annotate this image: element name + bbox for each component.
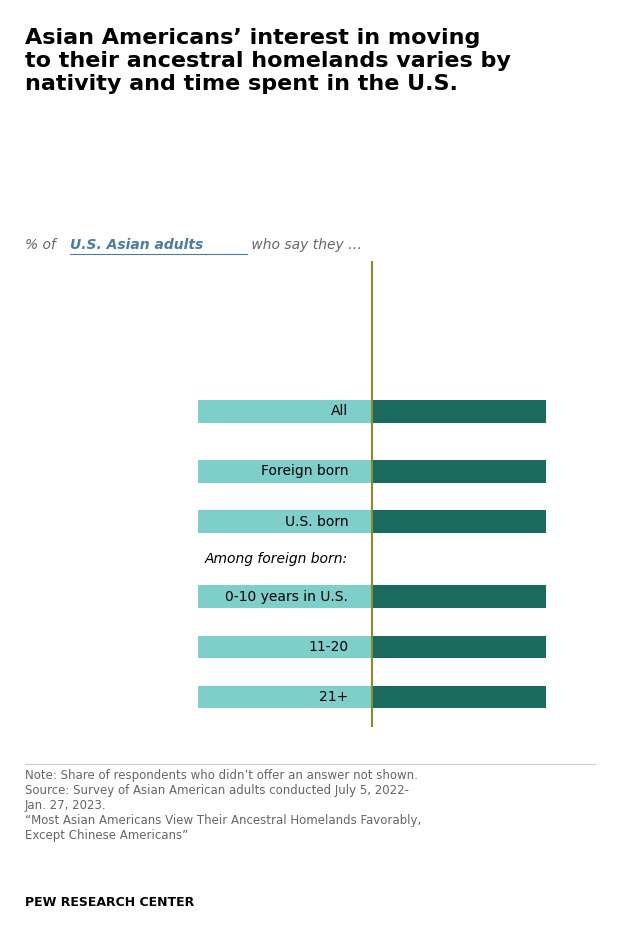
Text: U.S. Asian adults: U.S. Asian adults <box>70 238 203 252</box>
Text: U.S. born: U.S. born <box>285 514 348 528</box>
Bar <box>0 636 372 658</box>
Text: % of: % of <box>25 238 60 252</box>
Bar <box>372 686 620 708</box>
Text: 0-10 years in U.S.: 0-10 years in U.S. <box>225 590 348 604</box>
Bar <box>372 460 620 483</box>
Text: Foreign born: Foreign born <box>260 464 348 478</box>
Bar <box>372 585 620 608</box>
Bar <box>372 400 620 422</box>
Text: Asian Americans’ interest in moving
to their ancestral homelands varies by
nativ: Asian Americans’ interest in moving to t… <box>25 28 511 94</box>
Bar <box>372 510 620 533</box>
Bar <box>0 460 372 483</box>
Bar <box>0 585 372 608</box>
Text: PEW RESEARCH CENTER: PEW RESEARCH CENTER <box>25 896 194 909</box>
Text: 21+: 21+ <box>319 690 348 704</box>
Bar <box>0 400 372 422</box>
Text: Note: Share of respondents who didn’t offer an answer not shown.
Source: Survey : Note: Share of respondents who didn’t of… <box>25 769 421 842</box>
Text: Among foreign born:: Among foreign born: <box>205 552 348 566</box>
Bar <box>0 510 372 533</box>
Bar <box>0 686 372 708</box>
Text: All: All <box>331 404 348 418</box>
Bar <box>372 636 620 658</box>
Text: who say they …: who say they … <box>247 238 361 252</box>
Text: 11-20: 11-20 <box>308 639 348 653</box>
